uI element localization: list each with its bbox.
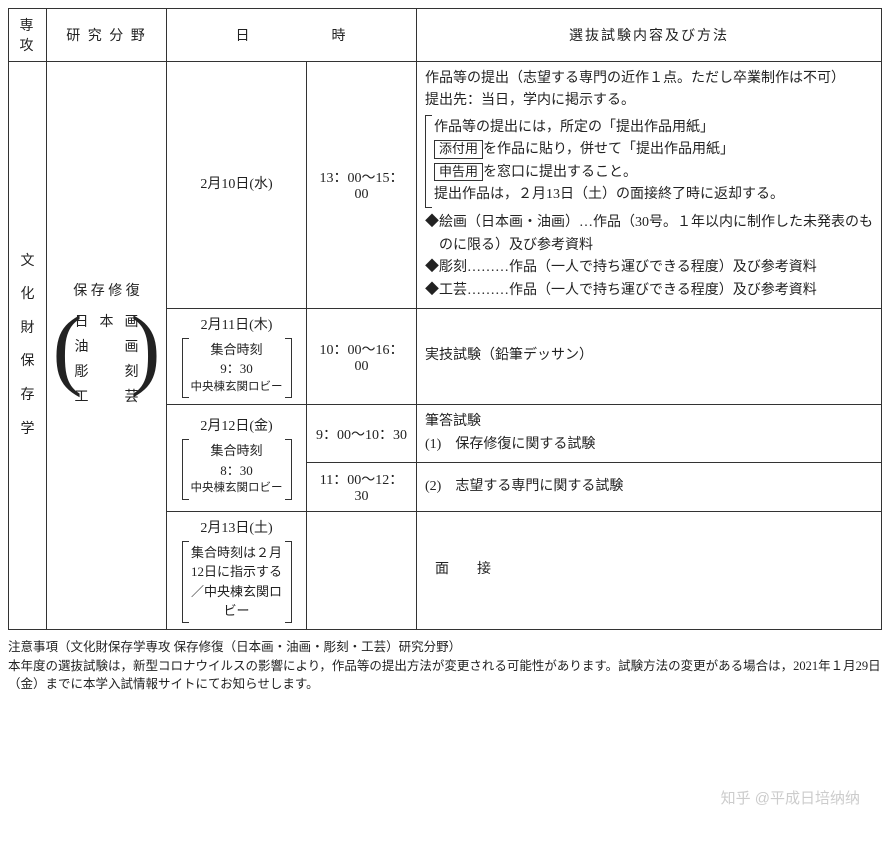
content-cell: 面接 [417,511,882,629]
date-value: 2月12日(金) [175,416,298,437]
submission-bracket-block: 作品等の提出には，所定の「提出作品用紙」 添付用を作品に貼り，併せて「提出作品用… [425,115,873,209]
boxed-tag: 添付用 [434,140,483,159]
major-cell: 文 化 財 保 存 学 [9,62,47,630]
major-label: 文 化 財 保 存 学 [17,245,38,447]
field-subfields: 日本画 油画 彫刻 工芸 [65,308,149,413]
date-cell: 2月12日(金) 集合時刻 8：30 中央棟玄関ロビー [167,405,307,512]
meeting-info: 集合時刻は２月12日に指示する／中央棟玄関ロビー [182,541,292,623]
exam-schedule-table: 専攻 研 究 分 野 日 時 選抜試験内容及び方法 文 化 財 保 存 学 保 … [8,8,882,630]
content-cell: 筆答試験 (1) 保存修復に関する試験 [417,405,882,463]
footnote-line: 本年度の選抜試験は，新型コロナウイルスの影響により，作品等の提出方法が変更される… [8,657,882,695]
content-line: (1) 保存修復に関する試験 [425,434,873,456]
header-content: 選抜試験内容及び方法 [417,9,882,62]
table-header-row: 専攻 研 究 分 野 日 時 選抜試験内容及び方法 [9,9,882,62]
table-row: 文 化 財 保 存 学 保 存 修 復 日本画 油画 彫刻 工芸 2月10日(水… [9,62,882,309]
time-cell: 9：00～10：30 [307,405,417,463]
content-line: 申告用を窓口に提出すること。 [434,162,865,184]
content-cell: (2) 志望する専門に関する試験 [417,462,882,511]
content-line: 提出作品は，２月13日（土）の面接終了時に返却する。 [434,184,865,206]
header-field: 研 究 分 野 [47,9,167,62]
time-cell: 11：00～12：30 [307,462,417,511]
content-cell: 作品等の提出（志望する専門の近作１点。ただし卒業制作は不可） 提出先：当日，学内… [417,62,882,309]
content-line: 作品等の提出には，所定の「提出作品用紙」 [434,117,865,139]
date-value: 2月13日(土) [175,518,298,539]
date-cell: 2月10日(水) [167,62,307,309]
content-line: 作品等の提出（志望する専門の近作１点。ただし卒業制作は不可） [425,68,873,90]
header-datetime: 日 時 [167,9,417,62]
watermark: 知乎 @平成日培纳纳 [721,787,860,808]
content-bullet: ◆彫刻………作品（一人で持ち運びできる程度）及び参考資料 [425,257,873,279]
interview-label: 面接 [425,562,519,577]
footnote-block: 注意事項（文化財保存学専攻 保存修復（日本画・油画・彫刻・工芸）研究分野） 本年… [8,638,882,694]
meeting-info: 集合時刻 9：30 中央棟玄関ロビー [182,338,292,398]
date-value: 2月11日(木) [175,315,298,336]
date-cell: 2月13日(土) 集合時刻は２月12日に指示する／中央棟玄関ロビー [167,511,307,629]
content-line: 提出先：当日，学内に掲示する。 [425,90,873,112]
field-cell: 保 存 修 復 日本画 油画 彫刻 工芸 [47,62,167,630]
date-value: 2月10日(水) [175,174,298,195]
footnote-line: 注意事項（文化財保存学専攻 保存修復（日本画・油画・彫刻・工芸）研究分野） [8,638,882,657]
content-line: 添付用を作品に貼り，併せて「提出作品用紙」 [434,139,865,161]
content-bullet: ◆工芸………作品（一人で持ち運びできる程度）及び参考資料 [425,280,873,302]
time-cell [307,511,417,629]
content-line: 筆答試験 [425,411,873,433]
date-cell: 2月11日(木) 集合時刻 9：30 中央棟玄関ロビー [167,308,307,404]
time-cell: 10：00～16：00 [307,308,417,404]
boxed-tag: 申告用 [434,163,483,182]
content-bullet: ◆絵画（日本画・油画）…作品（30号。１年以内に制作した未発表のものに限る）及び… [425,212,873,257]
content-cell: 実技試験（鉛筆デッサン） [417,308,882,404]
header-major: 専攻 [9,9,47,62]
time-cell: 13：00～15：00 [307,62,417,309]
meeting-info: 集合時刻 8：30 中央棟玄関ロビー [182,439,292,499]
